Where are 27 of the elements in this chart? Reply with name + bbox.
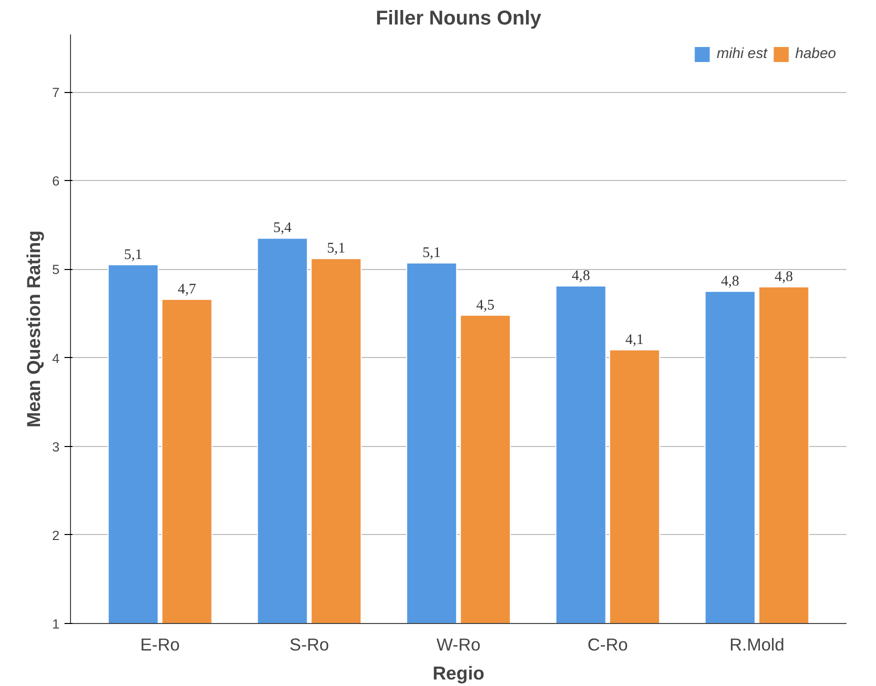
data-label: 5,4 bbox=[273, 220, 292, 236]
x-tick-label: S-Ro bbox=[290, 634, 330, 654]
data-label: 5,1 bbox=[422, 245, 441, 262]
y-axis-title: Mean Question Rating bbox=[23, 230, 44, 428]
data-label: 4,7 bbox=[178, 281, 196, 298]
data-label: 5,1 bbox=[326, 240, 346, 257]
data-label: 4,5 bbox=[476, 297, 495, 314]
y-tick-label: 7 bbox=[52, 85, 60, 100]
x-axis-title: Regio bbox=[432, 662, 484, 684]
legend-label: mihi est bbox=[716, 46, 768, 62]
data-label: 4,1 bbox=[625, 332, 644, 348]
chart-title: Filler Nouns Only bbox=[376, 8, 542, 30]
x-tick-label: C-Ro bbox=[588, 634, 628, 654]
legend-label: habeo bbox=[795, 46, 836, 62]
x-tick-label: R.Mold bbox=[730, 634, 784, 654]
x-tick-label: W-Ro bbox=[436, 634, 480, 654]
y-tick-label: 2 bbox=[52, 528, 60, 543]
data-label: 5,1 bbox=[124, 246, 142, 263]
y-tick-label: 6 bbox=[52, 174, 60, 189]
data-label: 4,8 bbox=[572, 268, 590, 284]
x-tick-label: E-Ro bbox=[140, 634, 180, 654]
y-tick-label: 5 bbox=[52, 262, 60, 278]
y-tick-label: 1 bbox=[52, 616, 60, 632]
y-tick-label: 4 bbox=[52, 350, 60, 366]
y-tick-label: 3 bbox=[52, 439, 60, 454]
data-label: 4,8 bbox=[774, 268, 793, 285]
data-label: 4,8 bbox=[720, 273, 740, 290]
